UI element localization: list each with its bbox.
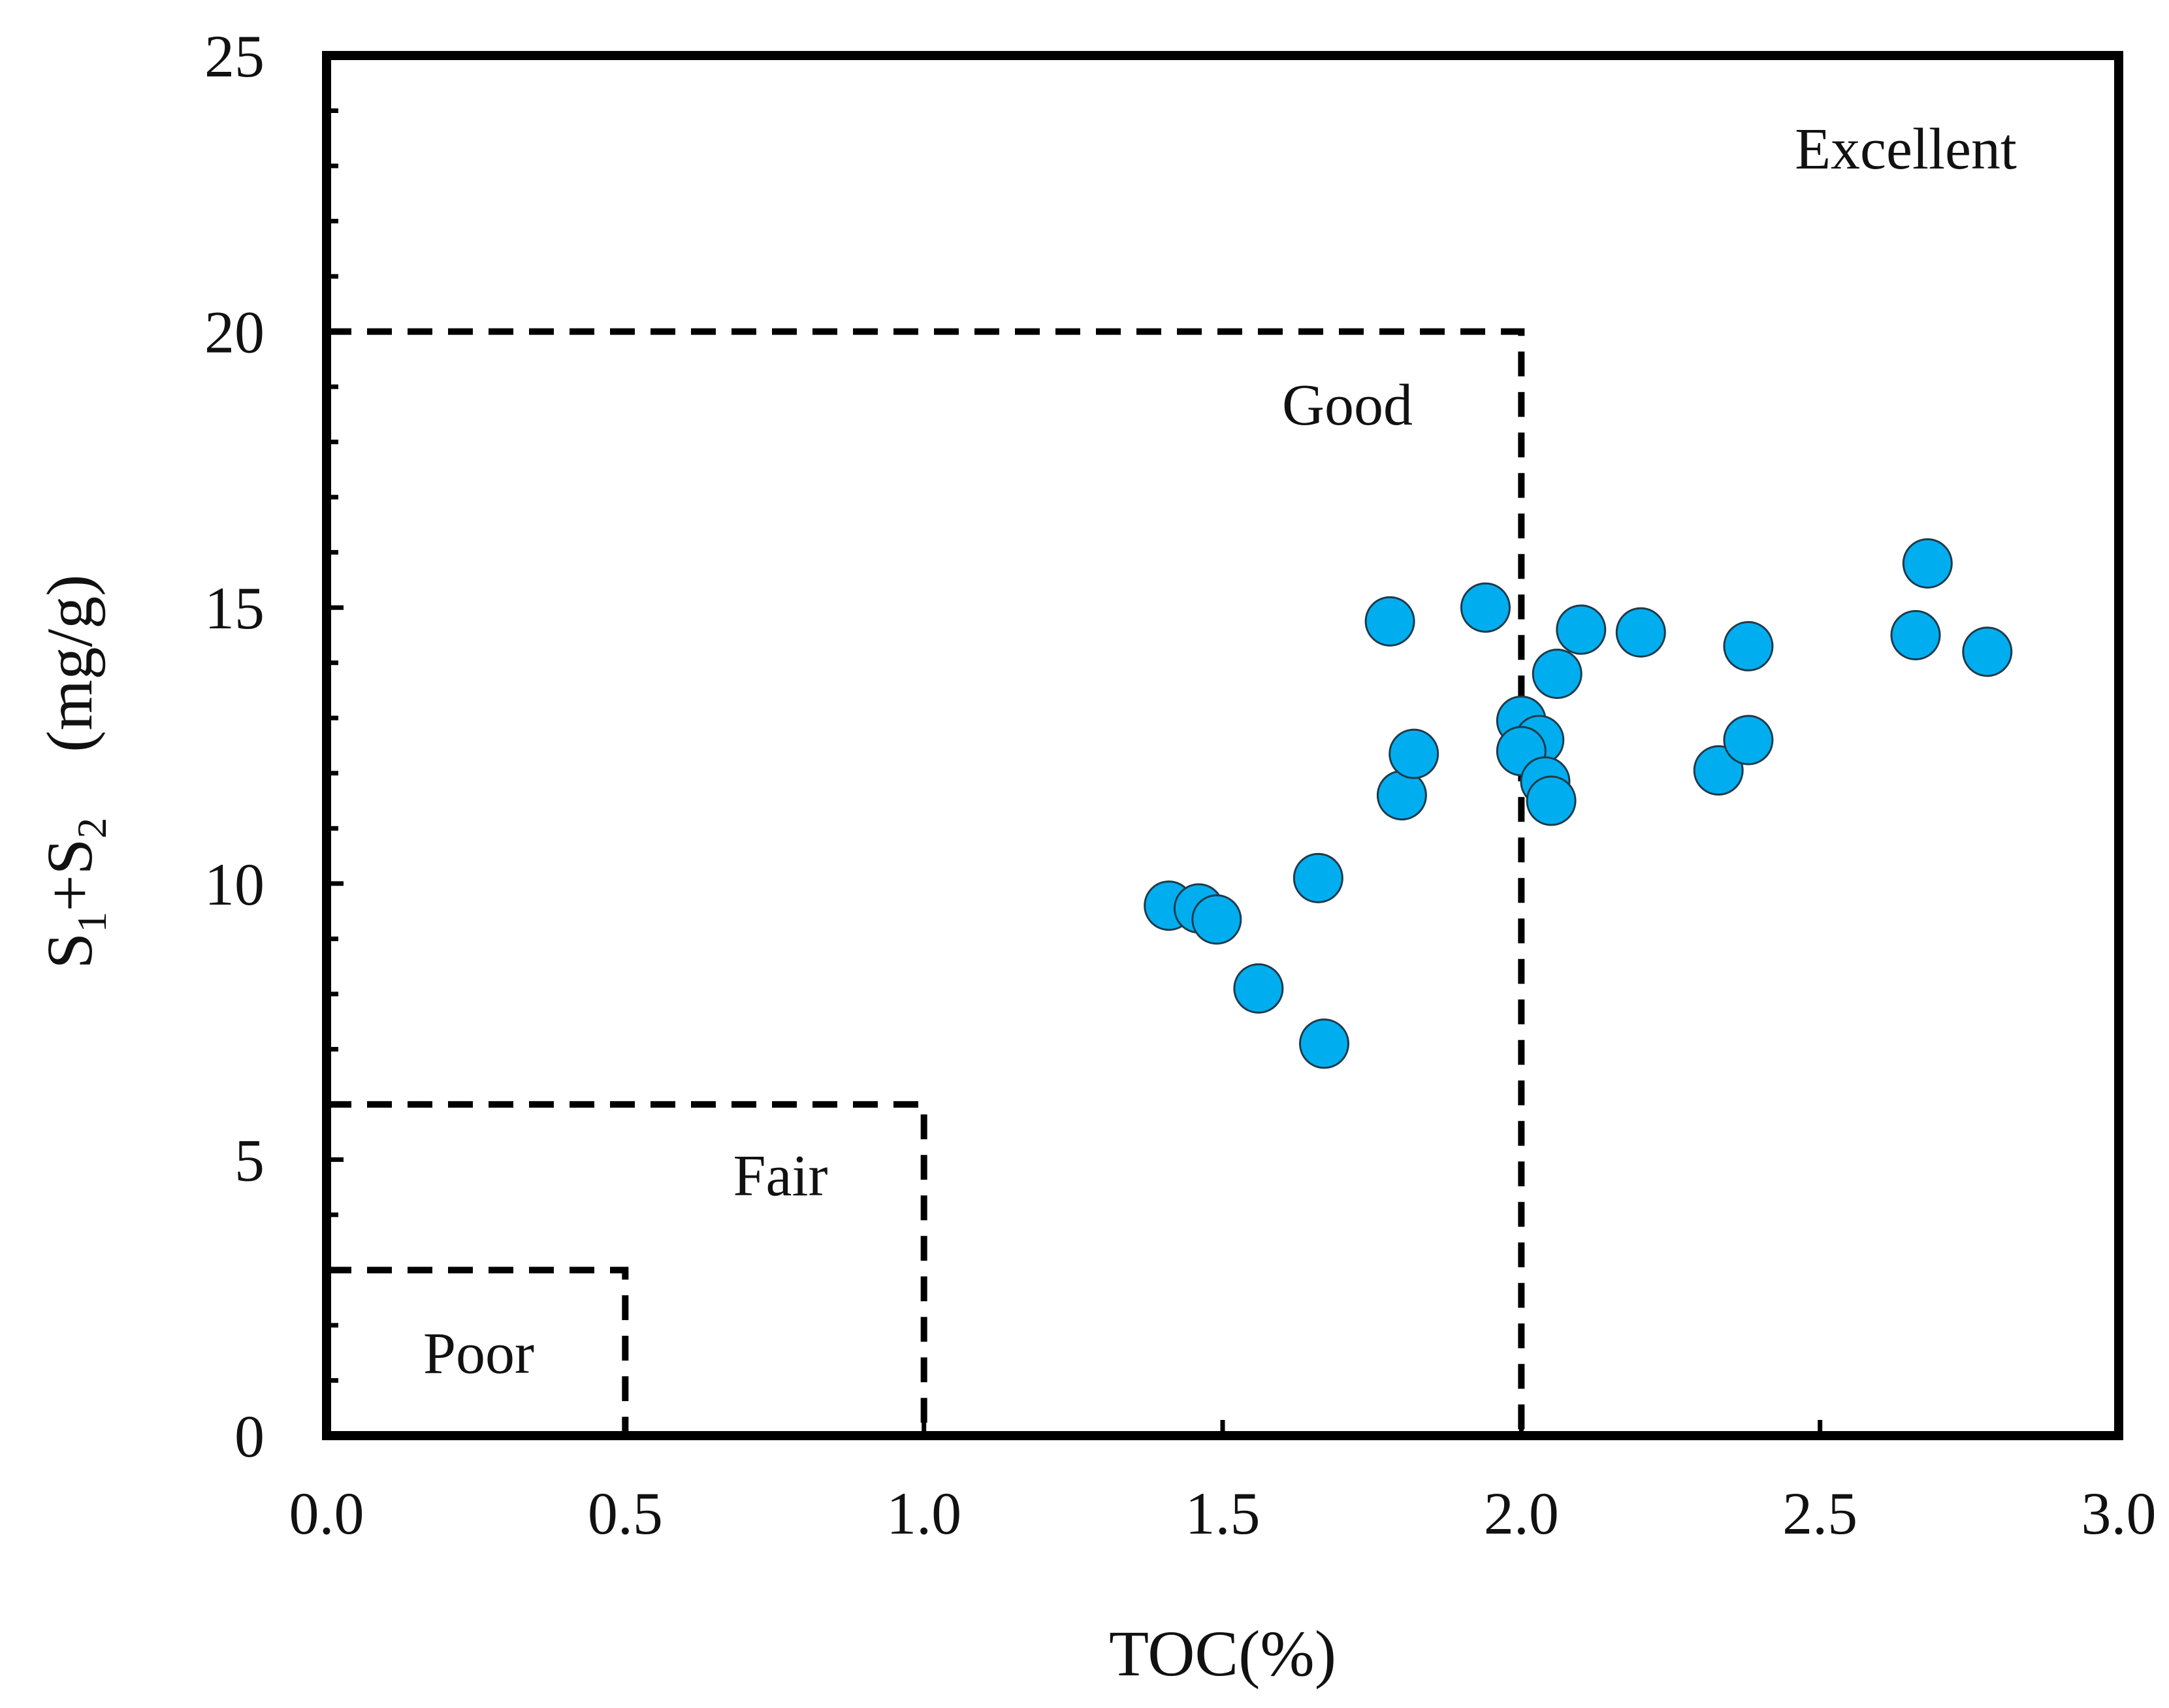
y-tick-label: 25 bbox=[204, 23, 265, 89]
data-point bbox=[1723, 620, 1774, 671]
data-point bbox=[1615, 607, 1666, 658]
data-point bbox=[1298, 1018, 1349, 1069]
x-tick-label: 0.0 bbox=[289, 1480, 364, 1547]
axis-ticks bbox=[327, 108, 1823, 1436]
x-tick-label: 1.5 bbox=[1185, 1480, 1261, 1547]
y-axis-title-s1-base: S bbox=[33, 933, 106, 969]
y-tick-label: 10 bbox=[204, 851, 265, 918]
x-tick-label: 1.0 bbox=[886, 1480, 961, 1547]
data-point bbox=[1902, 538, 1953, 589]
x-axis-title: TOC(%) bbox=[1109, 1617, 1336, 1690]
data-point bbox=[1723, 715, 1774, 765]
region-label-poor: Poor bbox=[423, 1321, 534, 1386]
x-tick-label: 0.5 bbox=[588, 1480, 663, 1547]
y-tick-label: 20 bbox=[204, 299, 265, 366]
region-label-fair: Fair bbox=[733, 1144, 828, 1208]
data-point bbox=[1293, 852, 1343, 903]
data-point bbox=[1460, 582, 1511, 633]
y-tick-label: 5 bbox=[234, 1127, 265, 1193]
region-label-good: Good bbox=[1282, 373, 1413, 438]
y-axis-title-units: (mg/g) bbox=[33, 575, 106, 818]
y-tick-label: 15 bbox=[204, 575, 265, 641]
axis-tick-labels: 0.0 0.5 1.0 1.5 2.0 2.5 3.0 0 5 10 15 20 25 bbox=[204, 23, 2157, 1547]
x-tick-label: 3.0 bbox=[2081, 1480, 2157, 1547]
data-point bbox=[1233, 963, 1284, 1014]
data-point bbox=[1693, 745, 1744, 796]
region-boundary-fair bbox=[327, 1101, 927, 1436]
data-point bbox=[1890, 609, 1941, 660]
x-tick-label: 2.5 bbox=[1782, 1480, 1857, 1547]
data-point bbox=[1962, 626, 2013, 677]
data-point bbox=[1532, 649, 1583, 700]
y-axis-title-s1-subscript: 1 bbox=[69, 912, 115, 933]
data-point bbox=[1526, 775, 1577, 826]
plot-area-frame bbox=[322, 51, 2123, 1440]
data-point bbox=[1191, 894, 1242, 945]
data-points bbox=[1144, 538, 2013, 1069]
x-tick-label: 2.0 bbox=[1484, 1480, 1559, 1547]
y-axis-title-plus-s2-base: +S bbox=[33, 839, 106, 912]
y-axis-title-s2-subscript: 2 bbox=[69, 818, 115, 839]
region-boundary-poor bbox=[327, 1266, 629, 1436]
data-point bbox=[1389, 728, 1439, 779]
data-point bbox=[1556, 604, 1607, 655]
y-axis-title: S1+S2 (mg/g) bbox=[33, 575, 115, 969]
y-tick-label: 0 bbox=[234, 1403, 265, 1470]
region-boundaries bbox=[327, 328, 1525, 1436]
region-boundary-good bbox=[327, 328, 1525, 1436]
data-point bbox=[1364, 596, 1415, 647]
region-label-excellent: Excellent bbox=[1795, 117, 2017, 182]
